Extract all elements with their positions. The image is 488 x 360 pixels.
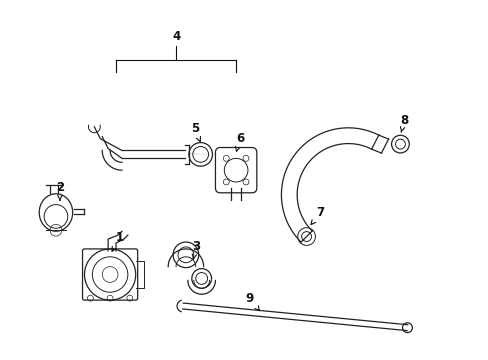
Text: 1: 1 [112,231,124,251]
Text: 9: 9 [245,292,259,311]
Text: 3: 3 [191,240,200,259]
Text: 6: 6 [235,132,244,151]
Text: 4: 4 [172,30,180,43]
Text: 8: 8 [399,114,407,132]
Text: 5: 5 [190,122,200,141]
Text: 2: 2 [56,181,64,200]
Text: 7: 7 [310,206,324,225]
